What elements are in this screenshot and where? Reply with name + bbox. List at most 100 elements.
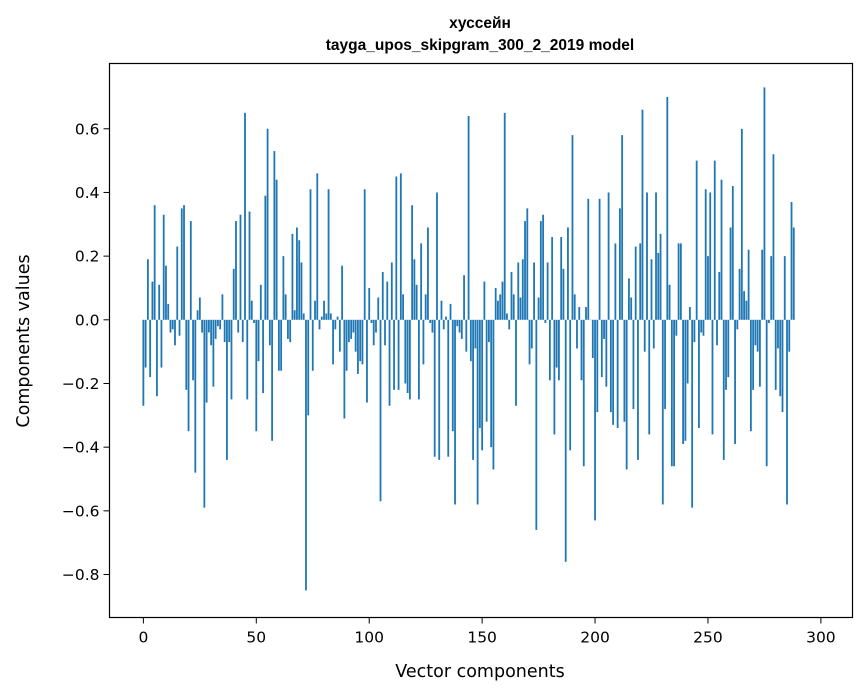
bar <box>571 135 574 320</box>
bar <box>332 319 334 365</box>
bar <box>643 319 646 352</box>
bar <box>580 319 583 381</box>
bar <box>384 319 386 346</box>
bar <box>770 256 773 320</box>
bar <box>639 243 642 320</box>
bar <box>725 319 727 390</box>
bar <box>230 319 233 400</box>
bar <box>684 319 687 441</box>
bar <box>268 319 271 346</box>
bar <box>298 240 301 320</box>
bar <box>316 173 319 320</box>
bar <box>433 319 436 457</box>
bar <box>567 227 569 320</box>
bar <box>146 259 149 320</box>
bar <box>756 319 759 352</box>
bar <box>585 307 587 320</box>
bar <box>515 319 517 406</box>
bar <box>542 214 545 320</box>
bar <box>262 319 264 394</box>
bar <box>591 319 594 359</box>
bar <box>790 202 793 320</box>
bar <box>185 319 188 390</box>
x-tick-label: 150 <box>467 629 497 647</box>
bar <box>431 319 434 333</box>
bar <box>510 272 513 320</box>
bar <box>440 300 443 320</box>
y-tick-label: 0.0 <box>75 311 100 329</box>
bar <box>160 319 163 368</box>
bar <box>198 297 201 320</box>
bar <box>467 116 470 320</box>
bar <box>174 319 176 346</box>
bar <box>503 112 506 320</box>
bar <box>162 214 165 320</box>
bar <box>476 319 479 505</box>
bar <box>413 259 416 320</box>
bar <box>774 319 777 390</box>
bar <box>417 319 420 400</box>
bar <box>144 319 147 368</box>
bar <box>359 319 362 362</box>
bar <box>506 313 508 320</box>
bar <box>716 319 718 346</box>
bar <box>792 227 795 320</box>
bar <box>379 319 382 502</box>
bar <box>232 268 235 320</box>
y-tick-label: −0.8 <box>62 566 100 584</box>
bar <box>576 319 578 349</box>
bar <box>165 265 167 320</box>
bar <box>564 319 567 562</box>
bar <box>691 319 694 508</box>
bar <box>702 319 705 336</box>
bar <box>363 189 366 320</box>
bar <box>521 259 524 320</box>
bar <box>318 319 321 330</box>
bar <box>436 192 438 320</box>
bar <box>458 319 461 333</box>
x-tick-label: 250 <box>693 629 723 647</box>
bar <box>239 214 242 320</box>
bar <box>338 319 341 352</box>
bar <box>526 208 529 320</box>
bar <box>149 319 152 378</box>
bar <box>478 319 481 429</box>
bar <box>713 160 716 320</box>
bar <box>474 319 477 349</box>
bar <box>377 297 380 320</box>
bar <box>492 319 495 470</box>
bar <box>402 294 404 320</box>
bar <box>600 319 603 378</box>
bar <box>535 319 538 530</box>
bar <box>189 221 192 320</box>
bar <box>655 192 657 320</box>
bar <box>763 87 766 320</box>
bar <box>637 319 639 460</box>
bar <box>228 319 231 343</box>
chart-title-line-2: tayga_upos_skipgram_300_2_2019 model <box>326 37 634 54</box>
bar <box>754 319 757 346</box>
bar <box>302 313 305 320</box>
bar <box>605 319 608 387</box>
bar <box>427 227 429 320</box>
bar <box>217 319 219 327</box>
bar <box>291 233 294 320</box>
bar <box>248 211 251 320</box>
bar <box>454 319 456 505</box>
x-tick-label: 0 <box>138 629 148 647</box>
bar <box>596 319 599 413</box>
bar <box>381 272 384 320</box>
bar <box>465 319 468 352</box>
bar <box>411 205 414 320</box>
bar <box>169 319 172 333</box>
bar <box>788 319 791 352</box>
bar <box>761 249 764 320</box>
x-tick-label: 200 <box>580 629 610 647</box>
bar <box>305 319 307 591</box>
bar <box>666 96 669 320</box>
bar <box>311 319 314 371</box>
bar <box>219 319 222 330</box>
bar <box>235 221 237 320</box>
bar <box>490 319 493 448</box>
bar <box>560 237 563 320</box>
